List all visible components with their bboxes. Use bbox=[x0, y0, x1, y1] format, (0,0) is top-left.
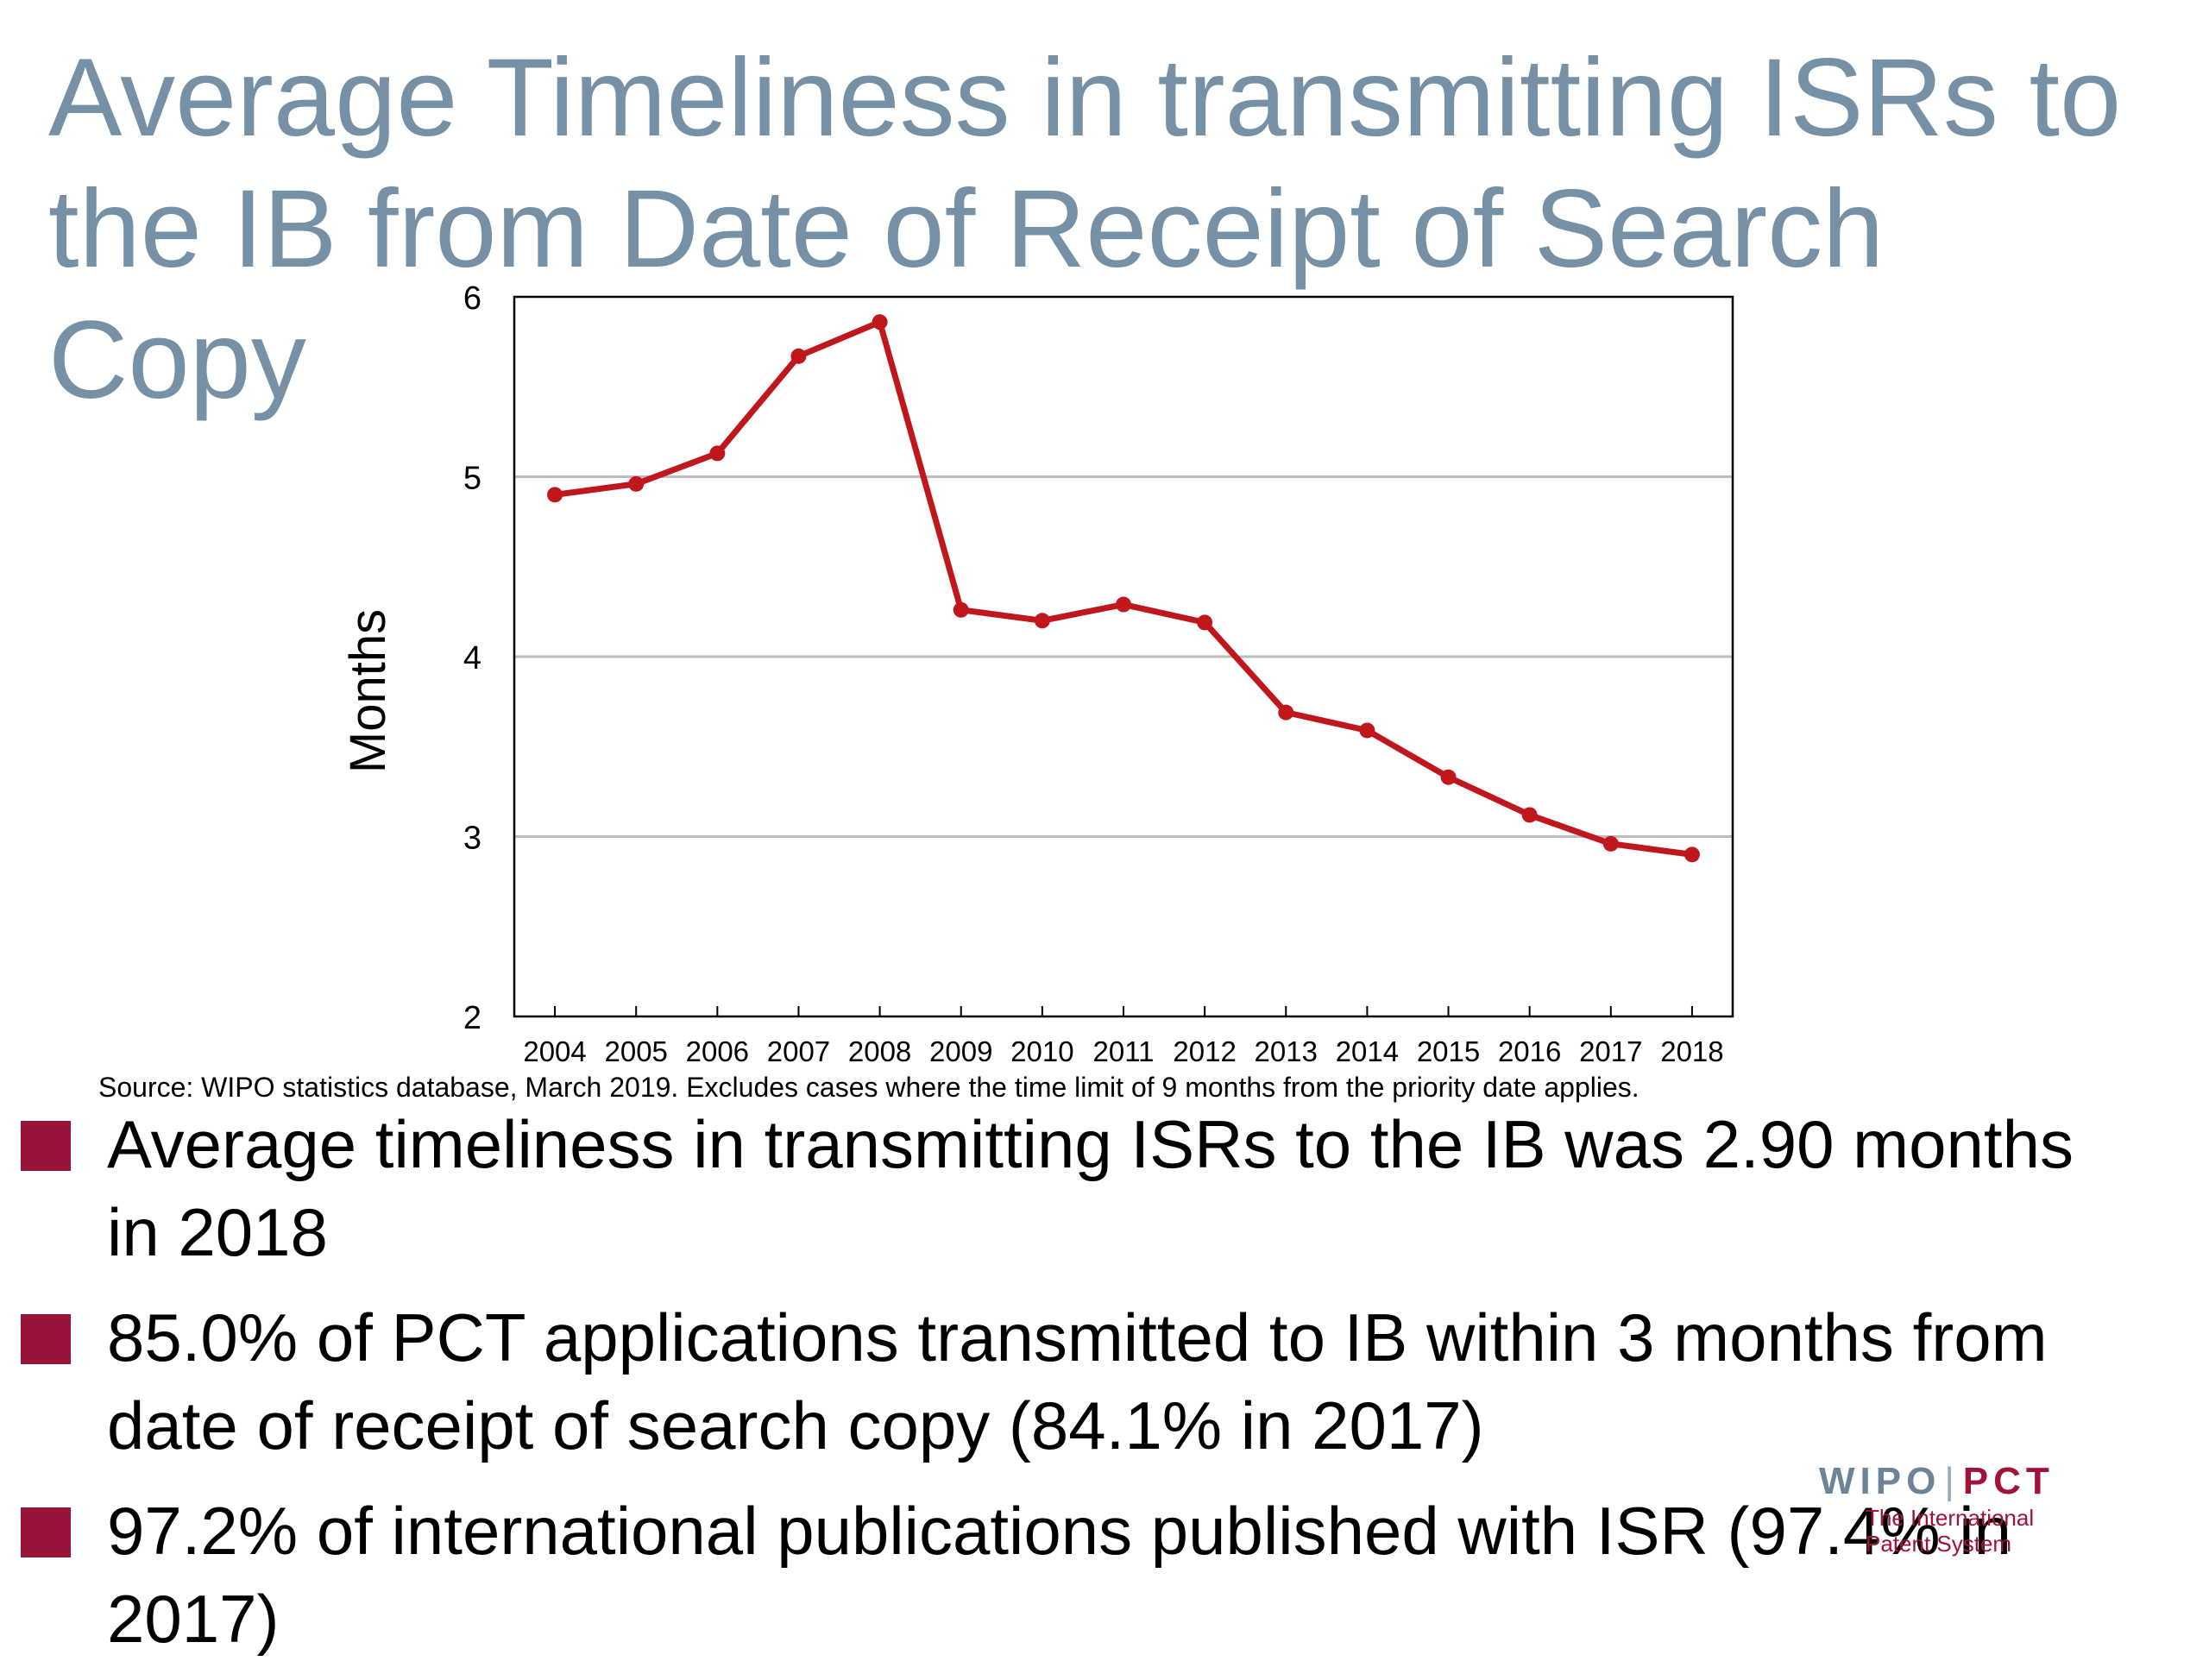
wipo-pct-logo: WIPO|PCT The International Patent System bbox=[1819, 1458, 2078, 1562]
y-axis-ticks: 2 3 4 5 6 bbox=[463, 280, 481, 1036]
y-tick-label: 5 bbox=[463, 461, 481, 497]
y-tick-label: 2 bbox=[463, 1000, 481, 1036]
data-point bbox=[547, 487, 563, 503]
data-point bbox=[628, 475, 645, 492]
x-tick-label: 2015 bbox=[1417, 1035, 1480, 1067]
y-axis-label: Months bbox=[340, 609, 396, 773]
logo-pct-text: PCT bbox=[1962, 1460, 2055, 1502]
bullet-text: Average timeliness in transmitting ISRs … bbox=[107, 1106, 2074, 1270]
bullet-item: Average timeliness in transmitting ISRs … bbox=[21, 1100, 2074, 1276]
x-tick-label: 2008 bbox=[848, 1035, 911, 1067]
data-point bbox=[872, 314, 888, 330]
y-tick-label: 6 bbox=[463, 280, 481, 317]
series-layer bbox=[547, 314, 1700, 863]
gridlines bbox=[514, 475, 1733, 838]
bullet-list: Average timeliness in transmitting ISRs … bbox=[21, 1100, 2074, 1680]
plot-frame bbox=[513, 295, 1734, 1018]
bullet-text: 97.2% of international publications publ… bbox=[107, 1493, 2012, 1657]
x-tick-label: 2012 bbox=[1173, 1035, 1236, 1067]
logo-wipo-text: WIPO bbox=[1819, 1460, 1942, 1502]
y-tick-label: 3 bbox=[463, 821, 481, 857]
logo-tagline-1: The International bbox=[1866, 1505, 2035, 1531]
x-tick-label: 2017 bbox=[1579, 1035, 1642, 1067]
data-point bbox=[1197, 614, 1213, 631]
bullet-square-icon bbox=[21, 1121, 71, 1171]
logo-separator: | bbox=[1944, 1460, 1960, 1502]
data-point bbox=[1116, 596, 1131, 613]
bullet-square-icon bbox=[21, 1314, 71, 1364]
logo-tagline-2: Patent System bbox=[1866, 1531, 2012, 1557]
series-line bbox=[554, 318, 1693, 858]
data-point bbox=[1440, 769, 1457, 785]
bullet-item: 85.0% of PCT applications transmitted to… bbox=[21, 1293, 2074, 1469]
data-point bbox=[790, 348, 807, 364]
slide-title: Average Timeliness in transmitting ISRs … bbox=[48, 36, 2122, 422]
source-note: Source: WIPO statistics database, March … bbox=[98, 1072, 1639, 1103]
x-tick-label: 2006 bbox=[686, 1035, 749, 1067]
x-tick-label: 2011 bbox=[1093, 1035, 1155, 1067]
data-point bbox=[1602, 835, 1619, 852]
data-point bbox=[1034, 613, 1050, 629]
x-tick-label: 2016 bbox=[1498, 1035, 1561, 1067]
x-tick-label: 2005 bbox=[604, 1035, 667, 1067]
x-tick-label: 2007 bbox=[767, 1035, 830, 1067]
x-tick-label: 2018 bbox=[1660, 1035, 1723, 1067]
x-tick-label: 2014 bbox=[1336, 1035, 1399, 1067]
x-tick-label: 2013 bbox=[1255, 1035, 1318, 1067]
x-axis-ticks: 2004 2005 2006 2007 2008 2009 2010 2011 2012 2013… bbox=[523, 1006, 1724, 1067]
x-tick-label: 2004 bbox=[523, 1035, 586, 1067]
x-tick-label: 2009 bbox=[929, 1035, 992, 1067]
bullet-text: 85.0% of PCT applications transmitted to… bbox=[107, 1299, 2048, 1463]
data-point bbox=[1683, 846, 1700, 863]
x-tick-label: 2010 bbox=[1010, 1035, 1073, 1067]
data-point bbox=[1359, 722, 1375, 739]
data-point bbox=[953, 601, 969, 618]
y-tick-label: 4 bbox=[463, 640, 481, 676]
data-point bbox=[1521, 807, 1538, 823]
data-point bbox=[709, 445, 726, 462]
bullet-square-icon bbox=[21, 1507, 71, 1557]
data-point bbox=[1278, 704, 1294, 720]
bullet-item: 97.2% of international publications publ… bbox=[21, 1487, 2074, 1663]
